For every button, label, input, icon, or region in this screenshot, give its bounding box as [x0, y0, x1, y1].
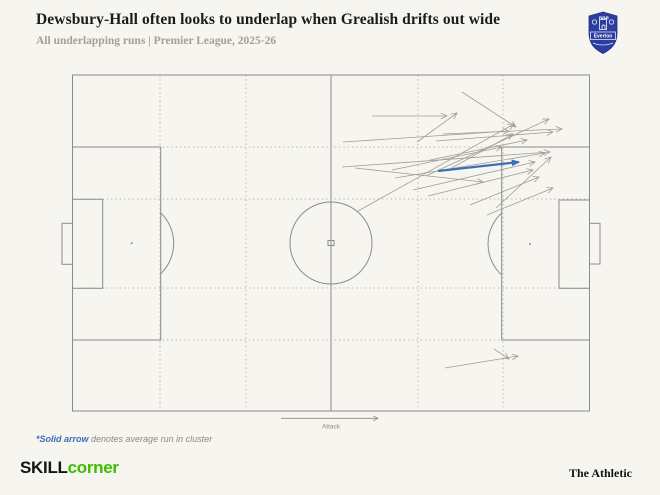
- pitch-markings: [61, 74, 601, 412]
- run-arrow: [357, 124, 514, 212]
- footnote-highlight: *Solid arrow: [36, 434, 89, 444]
- run-arrow: [486, 188, 553, 216]
- the-athletic-logo: The Athletic: [569, 466, 632, 480]
- skillcorner-logo: SKILLcorner: [20, 458, 119, 478]
- footnote-text: denotes average run in cluster: [88, 434, 213, 444]
- crest-banner: [590, 31, 616, 40]
- run-arrow: [493, 348, 509, 359]
- average-run-arrow: [437, 159, 520, 173]
- run-arrow: [429, 140, 527, 161]
- run-arrow: [427, 170, 533, 197]
- run-arrow: [354, 167, 483, 182]
- crest-club-name: Everton: [594, 34, 613, 40]
- run-arrows-layer: [341, 91, 562, 369]
- run-arrow: [394, 153, 545, 179]
- crest-motto-ribbon: [592, 42, 614, 46]
- center-spot: [327, 240, 335, 246]
- footnote: *Solid arrow denotes average run in clus…: [36, 434, 212, 444]
- page-title: Dewsbury-Hall often looks to underlap wh…: [36, 11, 501, 28]
- skillcorner-logo-corner: corner: [67, 458, 119, 477]
- crest-tower-icon: [591, 16, 615, 30]
- run-arrow: [442, 129, 562, 135]
- run-arrow: [416, 113, 457, 143]
- run-arrow: [495, 157, 551, 209]
- page-subtitle: All underlapping runs | Premier League, …: [36, 35, 277, 47]
- run-arrow: [342, 131, 509, 143]
- left-penalty-spot: [130, 242, 133, 245]
- run-arrow: [391, 147, 502, 171]
- attack-label: Attack: [322, 424, 341, 431]
- everton-crest-icon: Everton: [588, 11, 618, 54]
- run-arrow: [435, 132, 553, 142]
- run-arrow: [469, 177, 539, 206]
- right-penalty-spot: [529, 243, 531, 245]
- run-arrow: [447, 134, 513, 171]
- run-arrow: [425, 119, 549, 177]
- run-arrow: [461, 91, 516, 127]
- skillcorner-logo-skill: SKILL: [20, 458, 68, 477]
- attack-direction: Attack: [281, 418, 378, 431]
- run-arrow: [412, 162, 535, 191]
- run-arrow: [341, 152, 550, 168]
- average-run-layer: [437, 159, 520, 173]
